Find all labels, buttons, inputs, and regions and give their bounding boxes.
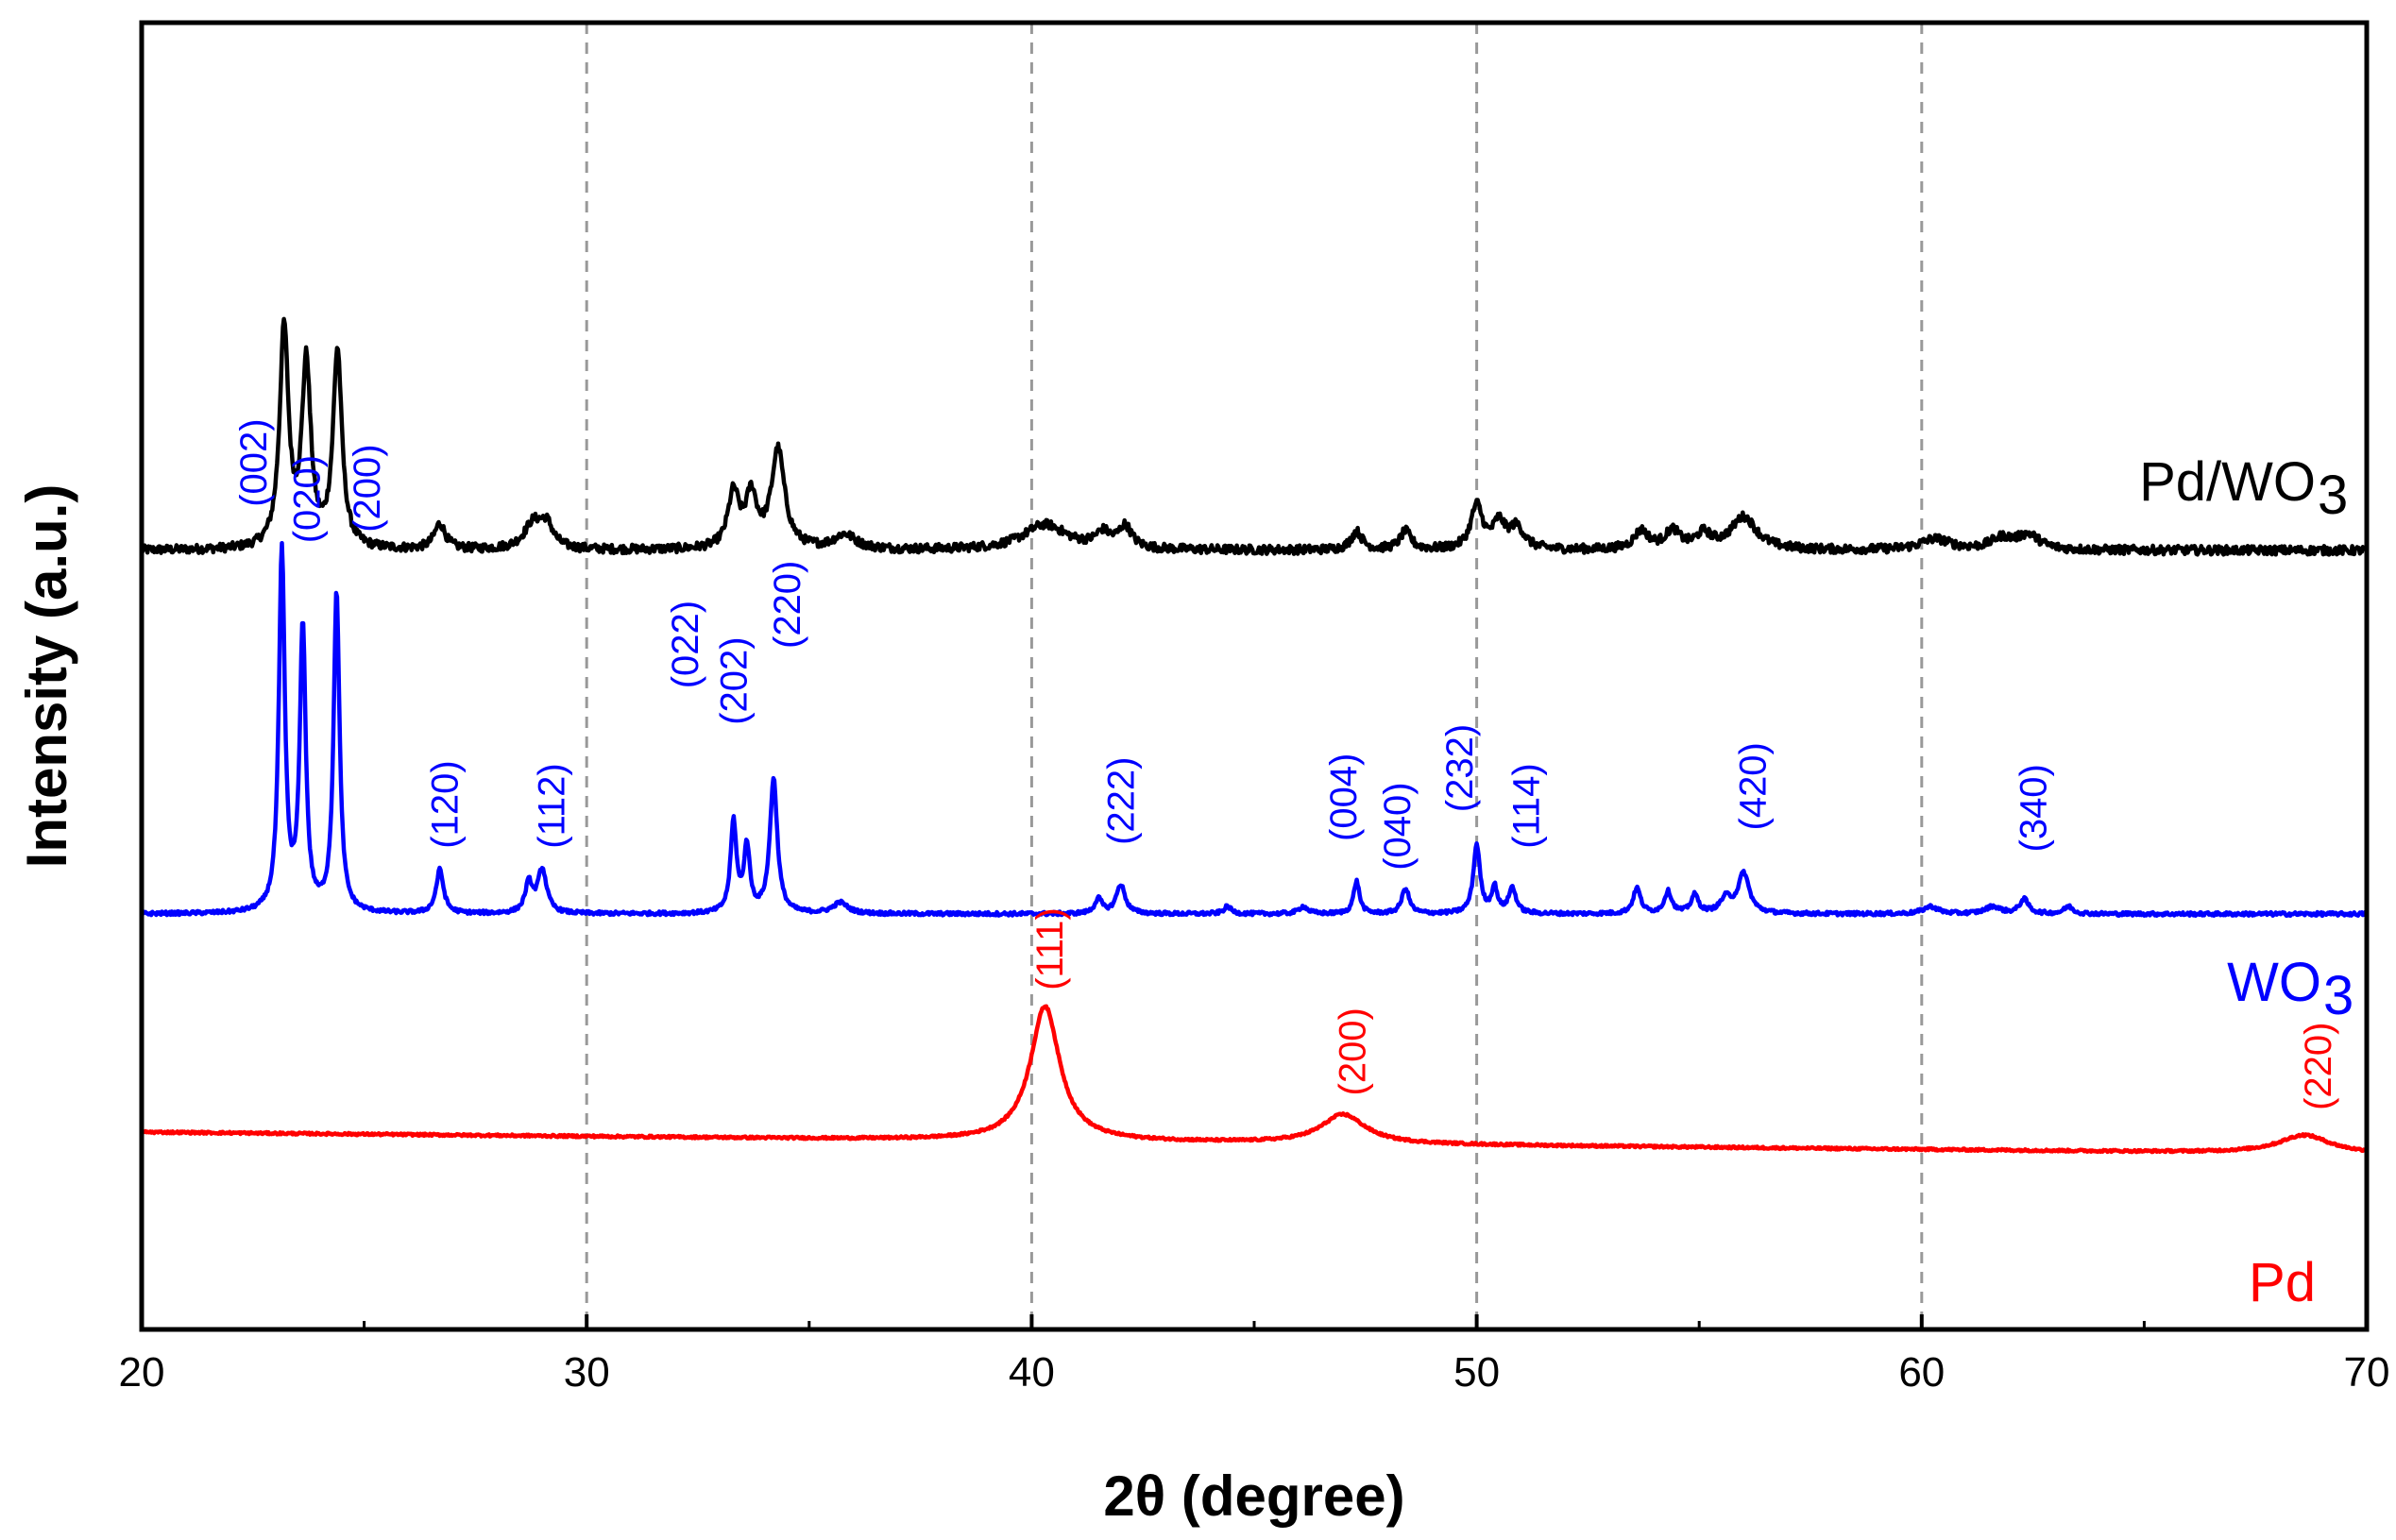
peak-label: (200) (347, 444, 388, 532)
peak-label: (020) (286, 455, 328, 543)
peak-annotations: (002) (020) (200) (120) (112) (022) (202) (220)… (233, 418, 2339, 1109)
x-tick-label: 60 (1898, 1349, 1945, 1396)
peak-label: (232) (1439, 724, 1481, 812)
x-tick-label: 50 (1453, 1349, 1500, 1396)
series-label-pd-wo3: Pd/WO (2139, 451, 2316, 513)
peak-label: (222) (1101, 757, 1143, 845)
vertical-gridlines (585, 23, 1924, 1329)
series-label-subscript: 3 (2318, 465, 2348, 526)
x-tick-label: 20 (119, 1349, 165, 1396)
x-tick-label: 70 (2344, 1349, 2390, 1396)
series-layer (139, 316, 2370, 1155)
peak-label: (202) (714, 636, 756, 724)
peak-label: (340) (2014, 764, 2055, 852)
series-labels: Pd/WO 3WO 3Pd (2139, 451, 2354, 1313)
x-axis-title: 2θ (degree) (1103, 1464, 1404, 1528)
peak-label: (120) (424, 760, 466, 848)
peak-label: (200) (1333, 1007, 1374, 1095)
series-line-pd (140, 1004, 2369, 1155)
peak-label: (112) (532, 763, 573, 848)
y-axis-title: Intensity (a.u.) (15, 484, 78, 869)
peak-label: (114) (1505, 763, 1547, 848)
peak-label: (004) (1323, 753, 1365, 841)
x-tick-label: 40 (1009, 1349, 1055, 1396)
series-label-pd: Pd (2249, 1252, 2316, 1313)
peak-label: (002) (233, 418, 275, 506)
peak-label: (040) (1377, 782, 1419, 870)
x-tick-label: 30 (564, 1349, 610, 1396)
series-line-pd-wo3 (139, 316, 2370, 557)
peak-label: (111) (1029, 907, 1071, 990)
peak-label: (220) (767, 561, 808, 649)
peak-label: (220) (2298, 1023, 2339, 1110)
series-line-wo3 (140, 540, 2370, 919)
series-label-wo3: WO (2227, 952, 2321, 1013)
x-axis-ticks: 20 30 40 50 60 70 (119, 1314, 2390, 1396)
peak-label: (420) (1733, 742, 1775, 830)
peak-label: (022) (665, 601, 706, 688)
series-label-subscript: 3 (2323, 965, 2354, 1026)
